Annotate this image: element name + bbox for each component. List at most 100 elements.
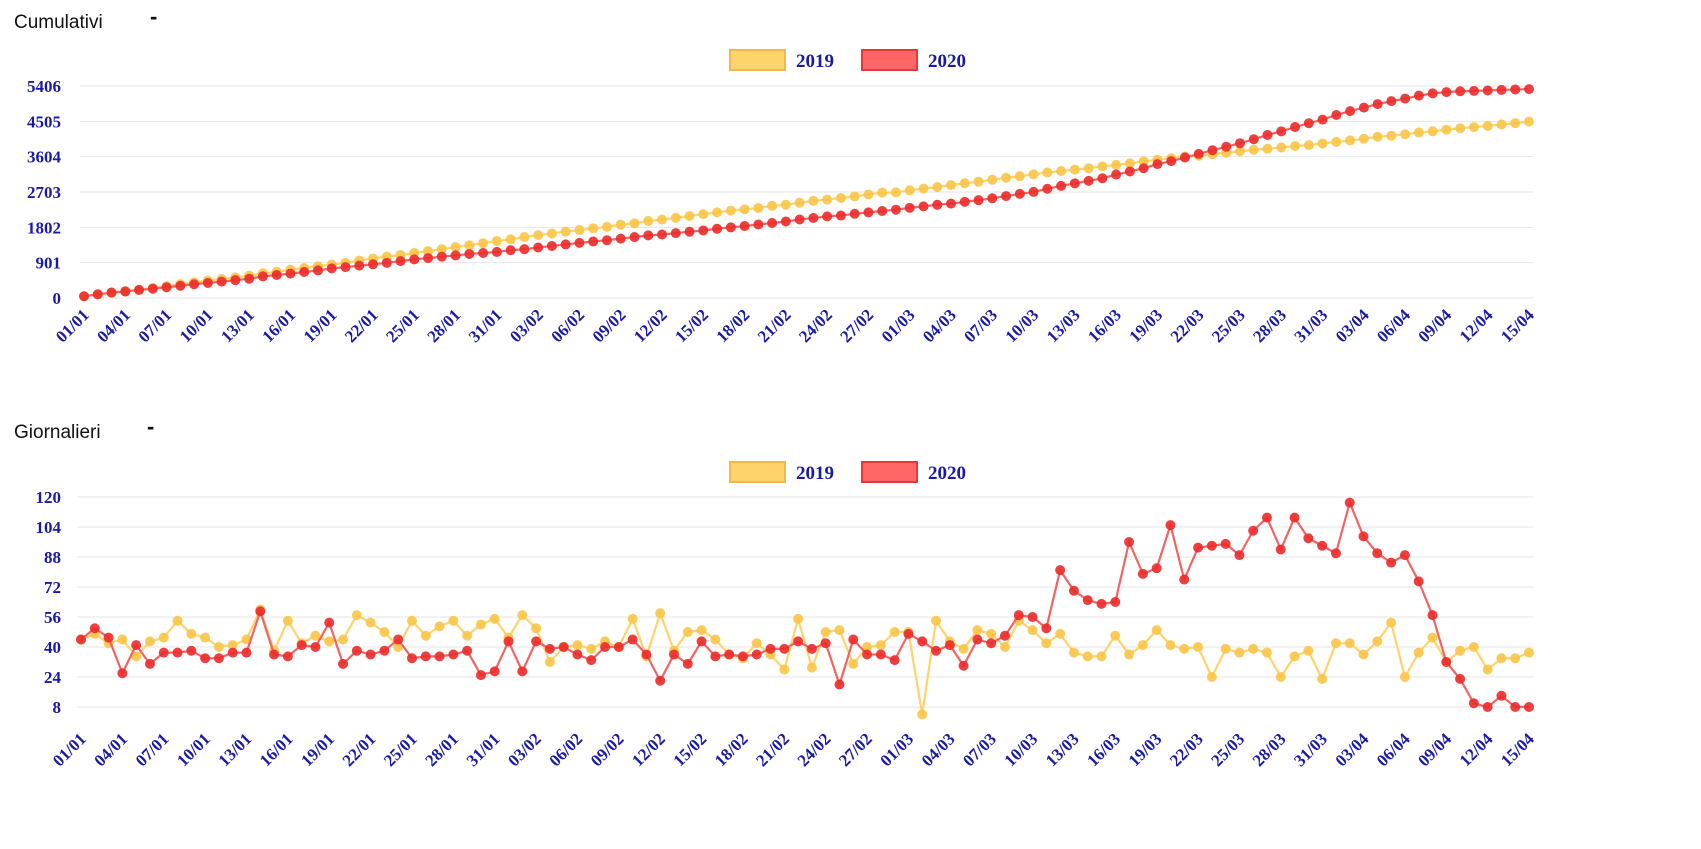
- daily-point-2019[interactable]: [958, 643, 969, 654]
- cumulative-point-2019[interactable]: [643, 216, 654, 227]
- cumulative-point-2020[interactable]: [1290, 122, 1301, 133]
- daily-point-2020[interactable]: [1496, 690, 1507, 701]
- daily-point-2020[interactable]: [820, 638, 831, 649]
- cumulative-point-2019[interactable]: [890, 187, 901, 198]
- daily-point-2019[interactable]: [875, 640, 886, 651]
- daily-point-2020[interactable]: [517, 666, 528, 677]
- cumulative-point-2020[interactable]: [161, 282, 172, 293]
- cumulative-point-2019[interactable]: [973, 176, 984, 187]
- cumulative-point-2020[interactable]: [1124, 166, 1135, 177]
- daily-point-2019[interactable]: [517, 610, 528, 621]
- daily-point-2020[interactable]: [434, 651, 445, 662]
- daily-point-2019[interactable]: [1124, 649, 1135, 660]
- cumulative-point-2020[interactable]: [780, 216, 791, 227]
- cumulative-point-2019[interactable]: [863, 189, 874, 200]
- cumulative-point-2020[interactable]: [615, 233, 626, 244]
- daily-point-2019[interactable]: [1455, 645, 1466, 656]
- daily-point-2019[interactable]: [1179, 643, 1190, 654]
- daily-point-2019[interactable]: [999, 642, 1010, 652]
- cumulative-point-2019[interactable]: [959, 178, 970, 189]
- cumulative-point-2020[interactable]: [877, 205, 888, 216]
- cumulative-point-2020[interactable]: [946, 198, 956, 209]
- cumulative-point-2020[interactable]: [1028, 186, 1039, 197]
- daily-point-2020[interactable]: [1441, 657, 1452, 667]
- daily-point-2020[interactable]: [544, 643, 555, 654]
- daily-point-2020[interactable]: [406, 653, 417, 664]
- daily-point-2020[interactable]: [889, 655, 900, 666]
- daily-point-2019[interactable]: [806, 662, 817, 673]
- cumulative-point-2020[interactable]: [629, 232, 640, 243]
- cumulative-point-2019[interactable]: [1386, 130, 1397, 141]
- cumulative-point-2019[interactable]: [904, 185, 915, 196]
- daily-point-2020[interactable]: [958, 660, 969, 671]
- daily-point-2019[interactable]: [710, 634, 721, 645]
- cumulative-point-2020[interactable]: [1276, 126, 1287, 137]
- cumulative-point-2020[interactable]: [175, 280, 186, 291]
- cumulative-point-2019[interactable]: [725, 205, 736, 216]
- daily-point-2019[interactable]: [1068, 647, 1079, 658]
- daily-point-2020[interactable]: [1179, 574, 1190, 585]
- daily-point-2019[interactable]: [751, 638, 762, 649]
- cumulative-point-2019[interactable]: [533, 230, 544, 241]
- daily-point-2020[interactable]: [627, 634, 638, 645]
- cumulative-point-2020[interactable]: [147, 283, 158, 294]
- daily-point-2019[interactable]: [627, 613, 638, 624]
- daily-point-2020[interactable]: [765, 643, 776, 654]
- daily-point-2019[interactable]: [186, 628, 197, 639]
- daily-point-2020[interactable]: [682, 658, 693, 669]
- daily-point-2020[interactable]: [917, 636, 928, 647]
- daily-point-2020[interactable]: [1248, 525, 1259, 536]
- cumulative-point-2020[interactable]: [312, 265, 323, 276]
- daily-point-2019[interactable]: [200, 632, 211, 643]
- cumulative-point-2019[interactable]: [546, 228, 557, 239]
- cumulative-point-2019[interactable]: [615, 219, 626, 230]
- daily-point-2020[interactable]: [1427, 610, 1438, 621]
- cumulative-point-2020[interactable]: [244, 273, 255, 284]
- daily-point-2020[interactable]: [724, 649, 735, 660]
- daily-point-2019[interactable]: [1261, 647, 1272, 658]
- cumulative-point-2019[interactable]: [491, 236, 502, 247]
- cumulative-point-2019[interactable]: [423, 246, 434, 257]
- daily-point-2019[interactable]: [1510, 653, 1521, 664]
- daily-point-2020[interactable]: [986, 638, 997, 649]
- daily-point-2020[interactable]: [227, 647, 238, 658]
- cumulative-point-2020[interactable]: [134, 284, 145, 295]
- daily-point-2020[interactable]: [420, 651, 431, 662]
- daily-point-2019[interactable]: [338, 634, 349, 645]
- daily-point-2020[interactable]: [200, 653, 211, 664]
- cumulative-point-2020[interactable]: [1496, 84, 1507, 95]
- cumulative-point-2020[interactable]: [918, 201, 929, 212]
- cumulative-point-2019[interactable]: [698, 209, 709, 220]
- daily-point-2019[interactable]: [1220, 643, 1231, 654]
- daily-point-2019[interactable]: [1303, 645, 1314, 656]
- cumulative-point-2019[interactable]: [780, 199, 791, 210]
- cumulative-point-2020[interactable]: [822, 211, 833, 222]
- cumulative-point-2020[interactable]: [1014, 188, 1025, 199]
- daily-legend-label-2020[interactable]: 2020: [928, 463, 966, 484]
- daily-point-2019[interactable]: [531, 623, 542, 634]
- cumulative-point-2019[interactable]: [588, 223, 599, 234]
- cumulative-point-2019[interactable]: [657, 214, 667, 225]
- cumulative-point-2019[interactable]: [450, 242, 461, 253]
- cumulative-point-2020[interactable]: [601, 235, 612, 246]
- daily-point-2019[interactable]: [1482, 664, 1493, 675]
- daily-point-2019[interactable]: [1248, 643, 1259, 654]
- daily-point-2019[interactable]: [986, 628, 997, 639]
- daily-point-2020[interactable]: [89, 623, 100, 634]
- daily-point-2019[interactable]: [820, 627, 831, 637]
- cumulative-point-2019[interactable]: [1097, 161, 1108, 172]
- cumulative-point-2020[interactable]: [904, 202, 915, 213]
- daily-point-2020[interactable]: [710, 651, 721, 662]
- cumulative-point-2020[interactable]: [1455, 86, 1466, 97]
- daily-point-2019[interactable]: [1055, 628, 1066, 639]
- cumulative-point-2020[interactable]: [987, 193, 998, 204]
- daily-point-2020[interactable]: [1137, 568, 1148, 579]
- daily-collapse-button[interactable]: -: [147, 414, 155, 439]
- cumulative-point-2019[interactable]: [1455, 123, 1466, 134]
- daily-point-2019[interactable]: [1041, 638, 1052, 649]
- cumulative-point-2019[interactable]: [1303, 140, 1314, 151]
- daily-point-2019[interactable]: [117, 634, 128, 645]
- cumulative-point-2020[interactable]: [1152, 159, 1163, 170]
- daily-point-2020[interactable]: [1261, 512, 1272, 523]
- cumulative-point-2019[interactable]: [478, 238, 489, 249]
